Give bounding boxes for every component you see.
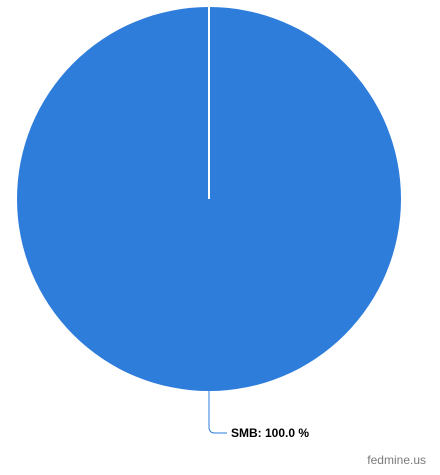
credit-text: fedmine.us <box>367 453 426 467</box>
slice-data-label: SMB: 100.0 % <box>231 426 309 440</box>
label-leader-line <box>208 391 227 434</box>
